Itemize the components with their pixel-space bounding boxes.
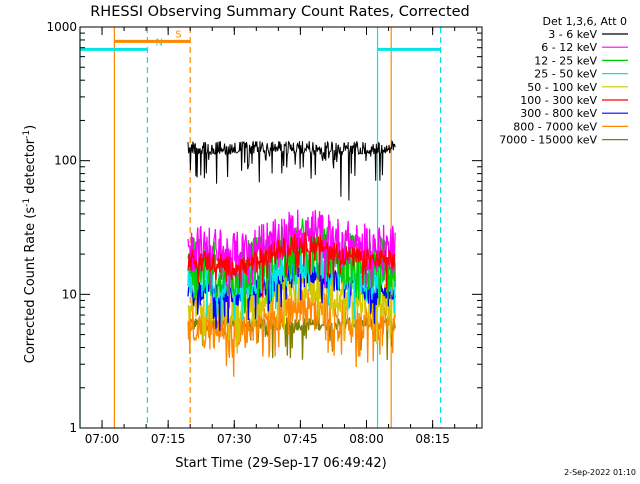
series-line [187,262,396,354]
y-tick-label: 1000 [46,20,77,34]
chart-title: RHESSI Observing Summary Count Rates, Co… [90,4,470,20]
legend-entry-label: 6 - 12 keV [541,41,597,54]
flags-layer: NS [80,29,441,51]
legend-header: Det 1,3,6, Att 0 [543,15,627,28]
flag-label: S [175,29,181,40]
legend-entry-label: 50 - 100 keV [527,81,597,94]
legend-entry-label: 7000 - 15000 keV [499,134,597,147]
markers-layer [79,27,442,428]
y-axis-label: Corrected Count Rate (s-1 detector-1) [22,125,38,363]
x-tick-label: 07:45 [283,432,318,446]
y-axis-label-sup1: -1 [22,198,32,207]
legend-entry-label: 300 - 800 keV [520,107,597,120]
series-line [187,139,396,201]
series-layer [187,139,396,377]
series-line [187,231,396,298]
y-tick-label: 100 [54,154,77,168]
y-axis-label-sup2: -1 [22,130,32,139]
y-tick-label: 10 [62,287,77,301]
date-stamp: 2-Sep-2022 01:10 [564,468,636,477]
x-tick-label: 07:30 [217,432,252,446]
legend-entry-label: 25 - 50 keV [534,68,597,81]
y-tick-label: 1 [69,421,77,435]
ticks-layer: 1 10 100 1000 07:00 07:15 07:30 07:45 08:00 08:15 [46,20,482,446]
legend-entry-label: 800 - 7000 keV [513,120,597,133]
y-axis-label-end: ) [23,125,38,130]
plot-frame [79,26,483,429]
legend-entry-label: 12 - 25 keV [534,54,597,67]
y-axis-label-mid: detector [23,138,38,198]
legend-entry-label: 3 - 6 keV [548,28,597,41]
x-tick-label: 08:00 [349,432,384,446]
x-axis-label: Start Time (29-Sep-17 06:49:42) [175,456,386,471]
x-tick-label: 07:00 [85,432,120,446]
x-tick-label: 07:15 [151,432,186,446]
y-axis-label-main: Corrected Count Rate (s [23,207,38,364]
x-tick-label: 08:15 [415,432,450,446]
legend-entry-label: 100 - 300 keV [520,94,597,107]
